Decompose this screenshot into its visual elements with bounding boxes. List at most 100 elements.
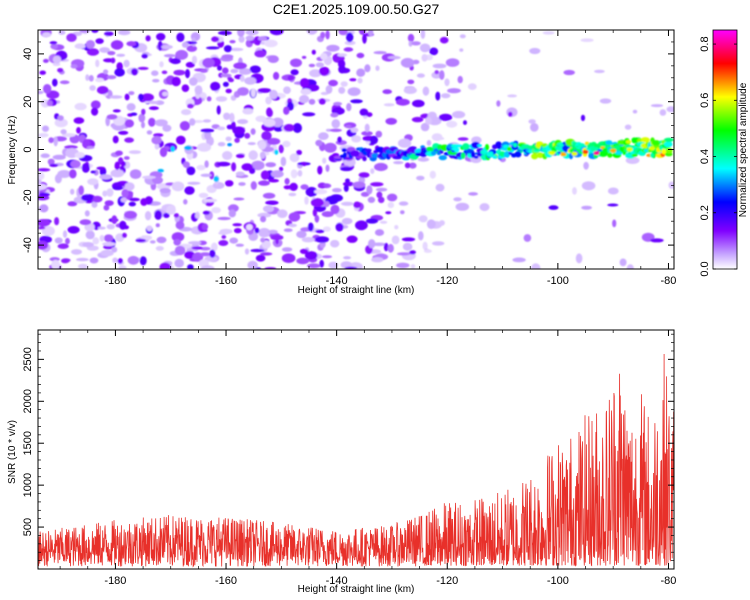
spectrogram-cell [52, 78, 58, 87]
spectrogram-cell [341, 201, 354, 206]
spectrogram-cell [528, 119, 536, 124]
spectrogram-cell [429, 47, 439, 56]
spectrogram-cell [184, 186, 195, 195]
colorbar-label: Normalized spectral amplitude [738, 82, 749, 217]
spectrogram-cell [156, 236, 167, 244]
spectrogram-cell [250, 88, 256, 98]
spectrogram-cell [233, 62, 247, 70]
spectrogram-cell [43, 84, 52, 94]
spectrogram-cell [323, 183, 330, 188]
spectrogram-cell [355, 220, 368, 231]
spectrogram-cell [146, 130, 153, 135]
spectrogram-cell [265, 200, 279, 206]
spectrogram-cell [229, 237, 238, 244]
spectrogram-cell [109, 95, 123, 99]
spectrogram-cell [624, 124, 632, 130]
spectrogram-cell [289, 182, 298, 191]
spectrogram-cell [488, 151, 494, 157]
spectrogram-cell [322, 157, 327, 164]
spectrogram-cell [250, 248, 265, 253]
spectrogram-cell [362, 33, 367, 44]
spectrogram-cell [258, 227, 271, 238]
colorbar: 0.0 0.2 0.4 0.6 0.8 Normalized spectral ampl… [699, 29, 749, 277]
spectrogram-cell [181, 41, 189, 48]
spectrogram-cell [257, 36, 268, 41]
spectrogram-cell [38, 168, 51, 172]
spectrogram-cell [283, 185, 292, 190]
spectrogram-cell [148, 106, 159, 111]
spectrogram-cell [288, 212, 301, 222]
spectrogram-cell [79, 30, 90, 33]
spectrogram-cell [48, 137, 54, 144]
spectrogram-cell [362, 114, 368, 119]
spectrogram-cell [315, 62, 324, 68]
spectrogram-cell [42, 125, 49, 132]
snr-panel: -180 -160 -140 -120 -100 -80 500 1000 1500 2000 2… [7, 329, 676, 595]
spectrogram-cell [221, 234, 227, 239]
spectrogram-cell [104, 31, 114, 37]
spectrogram-cell [85, 40, 95, 49]
spectrogram-cell [307, 222, 314, 232]
spectrogram-cell [119, 220, 127, 230]
spectrogram-cell [220, 73, 232, 78]
spectrogram-cell [184, 145, 193, 151]
spectrogram-cell [70, 188, 75, 195]
spectrogram-cell [332, 188, 342, 193]
spectrogram-cell [139, 256, 147, 266]
spectrogram-cell [346, 32, 354, 43]
spectrogram-cell [118, 130, 129, 135]
spectrogram-panel: -180 -160 -140 -120 -100 -80 -40 -20 0 20 40 Heig… [7, 29, 676, 296]
spectrogram-cell [106, 75, 117, 80]
spectrogram-cell [308, 63, 316, 68]
spectrogram-cell [42, 32, 52, 38]
spectrogram-cell [400, 57, 415, 68]
spectrogram-cell [426, 140, 432, 146]
spectrogram-cell [241, 163, 253, 171]
spectrogram-cell [288, 223, 297, 228]
spectrogram-cell [157, 40, 163, 51]
spectrogram-cell [124, 210, 137, 219]
spectrogram-cell [230, 68, 239, 74]
spectrogram-cell [260, 237, 266, 243]
spectrogram-cell [95, 77, 105, 83]
spectrogram-cell [212, 182, 225, 189]
spectrogram-cell [373, 51, 387, 55]
spectrogram-cell [322, 255, 333, 259]
spectrogram-cell [260, 215, 267, 223]
spectrogram-cell [71, 249, 82, 255]
x-tick-label: -120 [436, 575, 458, 587]
spectrogram-cell [140, 235, 153, 241]
spectrogram-cell [438, 155, 447, 161]
spectrogram-cell [416, 175, 425, 181]
spectrogram-cell [225, 88, 232, 94]
spectrogram-cell [126, 103, 136, 111]
spectrogram-cell [281, 247, 293, 252]
spectrogram-cell [403, 86, 417, 94]
spectrogram-cell [210, 242, 218, 252]
spectrogram-cell [198, 192, 209, 198]
spectrogram-cell [269, 30, 284, 36]
spectrogram-cell [154, 143, 160, 150]
spectrogram-cell [157, 168, 164, 173]
spectrogram-cell [352, 181, 366, 189]
spectrogram-cell [359, 108, 369, 116]
spectrogram-cell [301, 237, 315, 243]
x-tick-label: -140 [326, 275, 348, 287]
spectrogram-cell [234, 137, 240, 143]
spectrogram-cell [170, 58, 181, 65]
spectrogram-cell [70, 64, 78, 69]
spectrogram-cell [140, 198, 148, 206]
spectrogram-cell [81, 194, 94, 202]
spectrogram-cell [248, 150, 258, 161]
spectrogram-cell [78, 263, 88, 269]
spectrogram-cell [189, 77, 198, 86]
spectrogram-cell [74, 102, 87, 111]
spectrogram-cell [50, 43, 58, 50]
spectrogram-cell [315, 229, 325, 234]
spectrogram-cell [57, 68, 64, 73]
spectrogram-cell [349, 78, 357, 82]
spectrogram-cell [54, 217, 60, 226]
spectrogram-cell [356, 68, 366, 77]
spectrogram-cell [479, 203, 490, 212]
spectrogram-cell [82, 139, 91, 148]
